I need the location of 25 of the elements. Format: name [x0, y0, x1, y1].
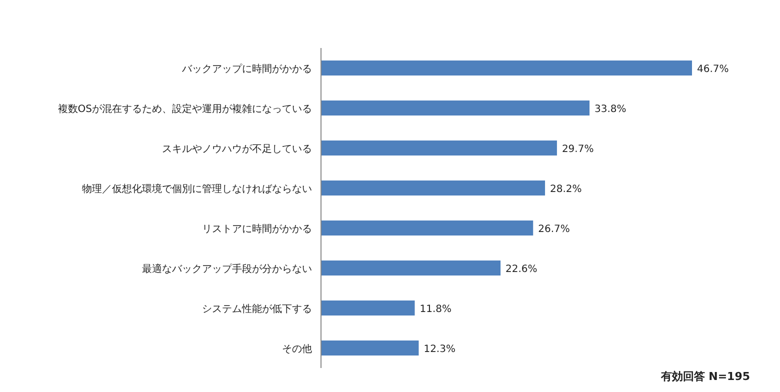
data-label: 22.6% — [506, 264, 538, 275]
bar — [321, 140, 557, 156]
bar — [321, 220, 534, 236]
y-tick-label: 物理／仮想化環境で個別に管理しなければならない — [82, 183, 312, 195]
data-label: 12.3% — [424, 344, 456, 355]
y-tick-label: バックアップに時間がかかる — [181, 63, 312, 75]
bar — [321, 260, 501, 276]
bar — [321, 340, 419, 356]
y-tick-label: 複数OSが混在するため、設定や運用が複雑になっている — [58, 103, 312, 115]
y-tick-label: スキルやノウハウが不足している — [162, 144, 312, 155]
bar — [321, 180, 546, 196]
data-label: 11.8% — [420, 304, 452, 315]
y-tick-label: 最適なバックアップ手段が分からない — [142, 263, 312, 275]
y-tick-label: リストアに時間がかかる — [202, 223, 312, 235]
data-label: 26.7% — [538, 224, 570, 235]
data-label: 29.7% — [562, 144, 594, 155]
y-tick-label: その他 — [282, 343, 312, 355]
bar — [321, 100, 590, 116]
bar — [321, 60, 692, 76]
bar — [321, 300, 415, 316]
y-tick-label: システム性能が低下する — [202, 303, 312, 315]
data-label: 46.7% — [697, 64, 729, 75]
data-label: 28.2% — [550, 184, 582, 195]
text: 有効回答 N=195 — [660, 370, 750, 383]
data-label: 33.8% — [594, 104, 626, 115]
